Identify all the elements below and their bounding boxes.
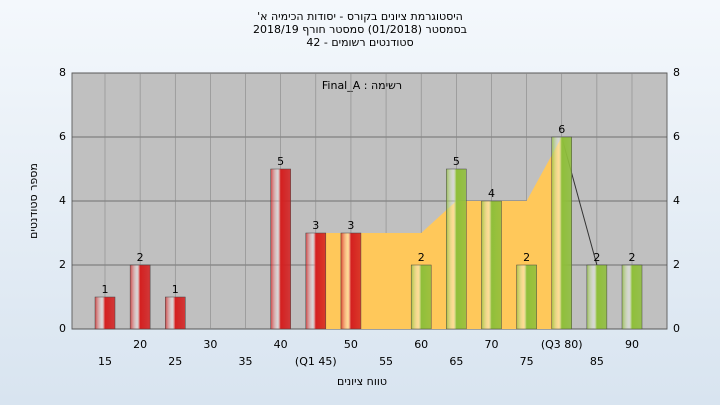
y-tick-label: 2 [59, 258, 66, 271]
data-label: 3 [312, 219, 319, 232]
x-tick-label: 60 [414, 338, 428, 351]
data-label: 6 [558, 123, 565, 136]
y-tick-label: 0 [59, 322, 66, 335]
data-label: 3 [347, 219, 354, 232]
x-tick-label: 70 [484, 338, 498, 351]
x-tick-label: (Q1 45) [295, 355, 337, 368]
x-tick-label: 50 [344, 338, 358, 351]
bar [621, 264, 643, 330]
data-label: 1 [102, 283, 109, 296]
data-label: 5 [453, 155, 460, 168]
bar [340, 232, 362, 330]
chart-subtitle: סטודנטים רשומים - 42 [306, 36, 413, 49]
x-tick-label: 30 [203, 338, 217, 351]
bar [270, 168, 291, 330]
y2-tick-label: 0 [673, 322, 680, 335]
y2-tick-label: 6 [673, 130, 680, 143]
x-tick-label: 75 [520, 355, 534, 368]
x-tick-label: 35 [239, 355, 253, 368]
bar [305, 232, 327, 330]
y-tick-label: 8 [59, 66, 66, 79]
data-label: 1 [172, 283, 179, 296]
x-tick-label: 65 [449, 355, 463, 368]
x-tick-label: 55 [379, 355, 393, 368]
x-tick-label: 85 [590, 355, 604, 368]
x-tick-label: 25 [168, 355, 182, 368]
bar [586, 264, 608, 330]
bar [446, 168, 467, 330]
data-label: 2 [629, 251, 636, 264]
x-tick-label: 20 [133, 338, 147, 351]
y-axis-label: מספר סטודנטים [27, 163, 40, 239]
bar [516, 264, 537, 330]
chart-title: היסטוגרמת ציונים בקורס - יסודות הכימיה א… [257, 10, 463, 23]
data-label: 2 [523, 251, 530, 264]
x-tick-label: 15 [98, 355, 112, 368]
bar [165, 296, 186, 330]
bar [481, 200, 502, 330]
data-label: 2 [137, 251, 144, 264]
bar [94, 296, 116, 330]
annotation: רשימה : Final_A [322, 79, 402, 92]
data-label: 2 [418, 251, 425, 264]
chart-subtitle: בסמסטר (01/2018) סמסטר חורף 2018/19 [253, 23, 467, 36]
bar [129, 264, 151, 330]
data-label: 4 [488, 187, 495, 200]
y-tick-label: 6 [59, 130, 66, 143]
x-axis-label: טווח ציונים [337, 375, 387, 388]
x-tick-label: (Q3 80) [541, 338, 583, 351]
bar [551, 136, 572, 330]
y2-tick-label: 8 [673, 66, 680, 79]
x-tick-label: 90 [625, 338, 639, 351]
y2-tick-label: 2 [673, 258, 680, 271]
y2-tick-label: 4 [673, 194, 680, 207]
x-tick-label: 40 [274, 338, 288, 351]
data-label: 5 [277, 155, 284, 168]
bar [410, 264, 432, 330]
y-tick-label: 4 [59, 194, 66, 207]
data-label: 2 [593, 251, 600, 264]
